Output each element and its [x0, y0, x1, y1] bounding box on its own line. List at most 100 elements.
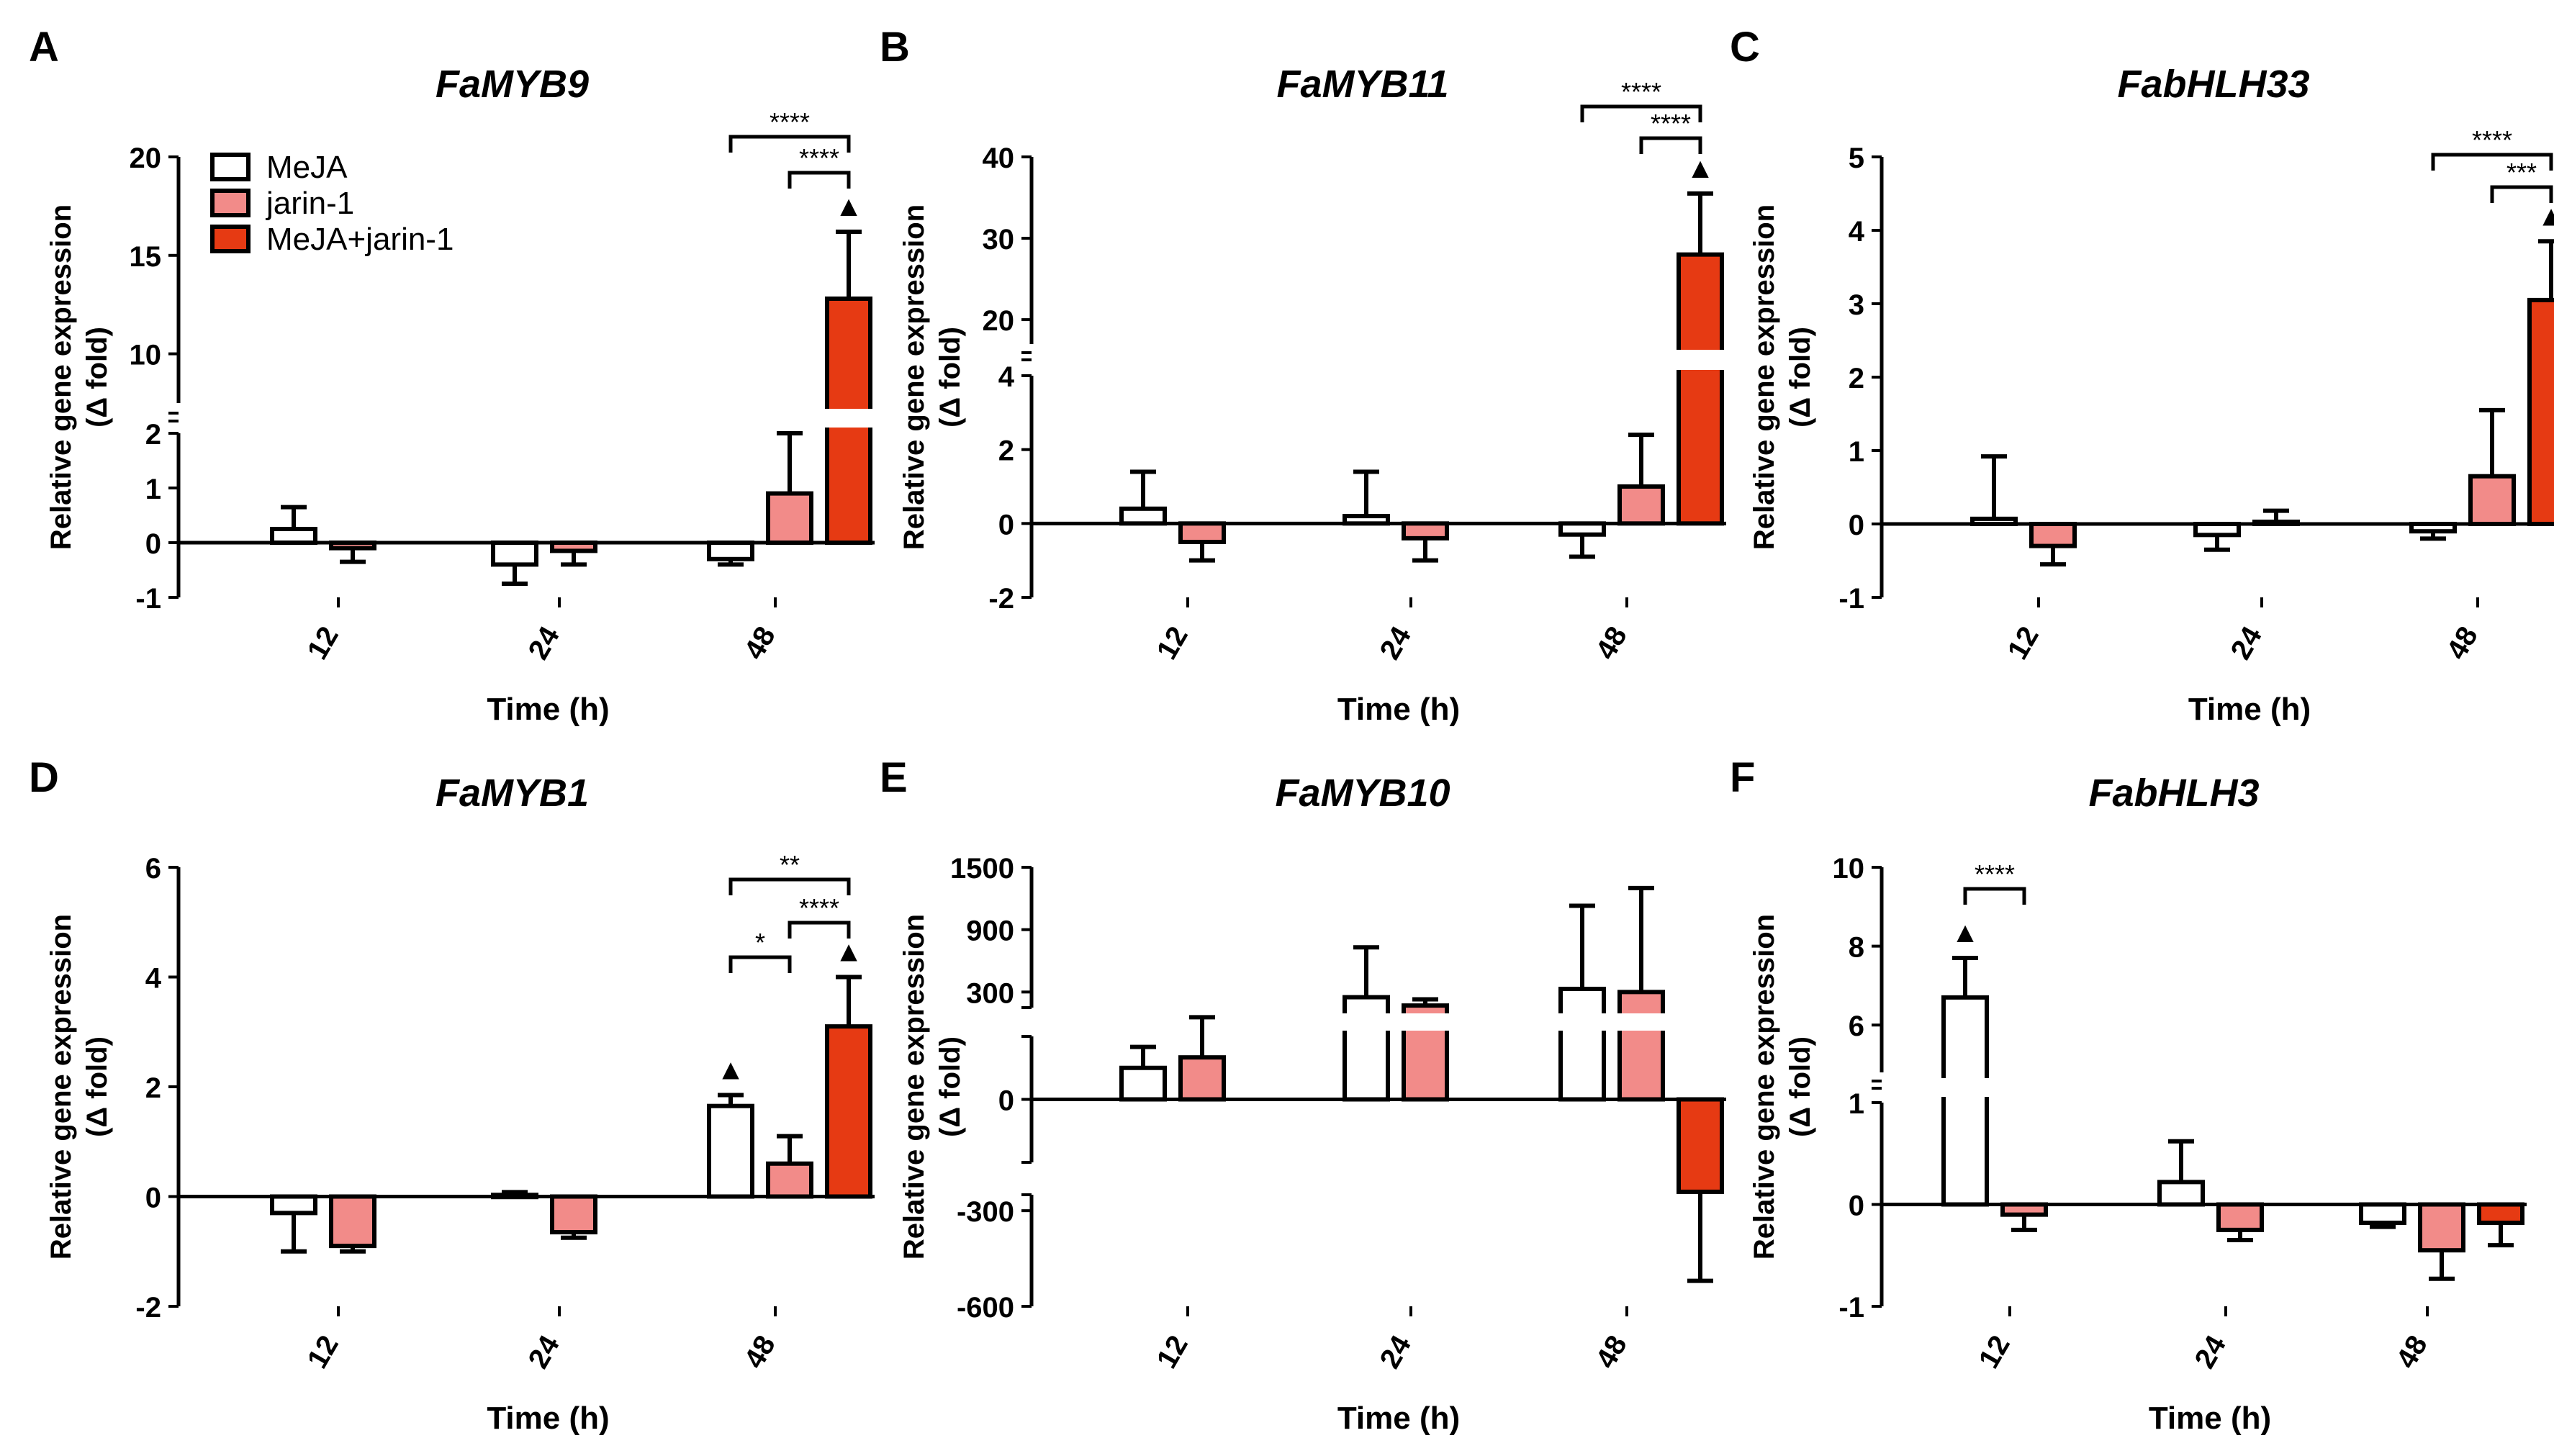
x-axis-label: Time (h): [1337, 692, 1460, 727]
significance-label: ****: [799, 143, 839, 173]
y-tick-label: 1500: [950, 853, 1014, 885]
significance-bracket: [728, 135, 851, 153]
bar-break-gap: [823, 409, 875, 428]
legend-swatch: [210, 153, 251, 181]
bar-meja: [1343, 995, 1390, 1102]
y-tick-label: -1: [1838, 1292, 1864, 1324]
y-axis-label-unit: (Δ fold): [934, 1036, 966, 1137]
significance-label: *: [755, 928, 765, 957]
bar-jarin-1: [329, 1194, 376, 1249]
significance-triangle-marker: ▲: [834, 191, 863, 222]
bar-jarin-1: [2029, 522, 2077, 548]
y-tick-label: -1: [135, 583, 161, 615]
bar-break-gap: [1615, 1013, 1667, 1031]
bar-meja: [491, 1193, 538, 1200]
panel-letter: E: [880, 754, 908, 801]
bar-meja: [491, 541, 538, 567]
bar-meja: [2359, 1202, 2406, 1225]
y-tick-label: 1: [145, 474, 161, 505]
panel-title: FabHLH33: [2117, 63, 2309, 106]
y-axis-label: Relative gene expression: [1748, 204, 1780, 550]
significance-triangle-marker: ▲: [2537, 200, 2554, 232]
y-tick-label: 4: [998, 361, 1015, 393]
y-axis: -2 0 2 4 20 30 40: [983, 143, 1034, 615]
y-tick-label: 30: [983, 224, 1015, 256]
legend-swatch: [210, 225, 251, 253]
significance-bracket: [2431, 153, 2553, 171]
panel-title: FaMYB11: [1276, 63, 1448, 106]
y-tick-label: 6: [1849, 1010, 1864, 1042]
bar-meja: [1558, 987, 1606, 1102]
y-tick-label: 20: [130, 143, 162, 174]
bar-jarin-1: [1617, 484, 1665, 526]
significance-label: ****: [1651, 109, 1691, 138]
bar-meja: [1970, 516, 2018, 526]
bar-meja: [2193, 522, 2241, 538]
panel-letter: C: [1730, 24, 1760, 71]
bar-meja: [707, 1103, 754, 1199]
y-tick-label: 3: [1849, 289, 1864, 321]
significance-triangle-marker: ▲: [1686, 153, 1715, 184]
y-axis: -1 0 1 6 8 10: [1833, 853, 1884, 1324]
panel-letter: D: [29, 754, 59, 801]
x-tick-label: 12: [302, 1330, 345, 1374]
x-tick-label: 12: [1151, 1330, 1194, 1374]
bar-jarin-1: [1178, 1055, 1226, 1102]
y-axis: -2 0 2 4 6: [135, 853, 181, 1324]
y-axis-label: Relative gene expression: [898, 914, 930, 1260]
significance-bracket: [788, 921, 851, 939]
panel-letter: A: [29, 24, 59, 71]
bar-jarin-1: [766, 491, 813, 545]
x-tick-label: 12: [2002, 621, 2045, 665]
bar-jarin-1: [329, 541, 376, 551]
bar-meja: [1343, 514, 1390, 526]
x-axis-label: Time (h): [2149, 1401, 2271, 1436]
y-tick-label: 0: [1849, 510, 1864, 541]
significance-label: ****: [770, 107, 810, 137]
y-tick-label: 900: [966, 915, 1014, 947]
bar-meja: [270, 527, 317, 545]
bar-jarin-1: [2418, 1202, 2465, 1253]
bar-jarin-1: [550, 541, 597, 553]
bar-break-gap: [1340, 1013, 1392, 1031]
bar-meja: [1119, 506, 1167, 526]
significance-bracket: [1580, 104, 1702, 122]
significance-label: ****: [1975, 859, 2015, 889]
bar-break-gap: [1399, 1013, 1451, 1031]
y-tick-label: 300: [966, 977, 1014, 1009]
bar-jarin-1: [1617, 990, 1665, 1102]
y-tick-label: 10: [130, 340, 162, 371]
x-tick-label: 12: [302, 621, 345, 665]
significance-bracket: [1639, 136, 1702, 154]
bar-jarin-1: [2216, 1202, 2264, 1232]
significance-bracket: [2490, 185, 2553, 203]
y-tick-label: 4: [1849, 216, 1865, 248]
y-axis-label: Relative gene expression: [898, 204, 930, 550]
y-tick-label: 2: [998, 435, 1014, 467]
bar-jarin-1: [1402, 521, 1449, 541]
bar-jarin-1: [550, 1194, 597, 1235]
y-tick-label: 40: [983, 143, 1015, 174]
significance-label: ***: [2506, 158, 2537, 187]
y-axis-label-unit: (Δ fold): [81, 1036, 113, 1137]
x-tick-label: 24: [2225, 621, 2269, 665]
y-tick-label: -300: [957, 1196, 1014, 1228]
bar-meja: [2409, 522, 2457, 534]
panel-letter: F: [1730, 754, 1755, 801]
bar-meja-jarin-1: [2477, 1202, 2524, 1225]
y-axis-label: Relative gene expression: [1748, 914, 1780, 1260]
panel-title: FabHLH3: [2088, 772, 2259, 815]
y-axis-label-unit: (Δ fold): [81, 327, 113, 428]
y-axis-label-unit: (Δ fold): [934, 327, 966, 428]
x-tick-label: 48: [2391, 1330, 2434, 1374]
y-tick-label: 1: [1849, 1088, 1864, 1120]
y-tick-label: 15: [130, 241, 162, 273]
legend-label: MeJA: [266, 150, 348, 185]
y-tick-label: -2: [135, 1292, 161, 1324]
bar-meja: [270, 1194, 317, 1216]
bar-meja-jarin-1: [2527, 297, 2554, 526]
y-tick-label: 4: [145, 963, 162, 995]
bar-meja-jarin-1: [1677, 252, 1724, 526]
significance-label: ****: [799, 893, 839, 923]
